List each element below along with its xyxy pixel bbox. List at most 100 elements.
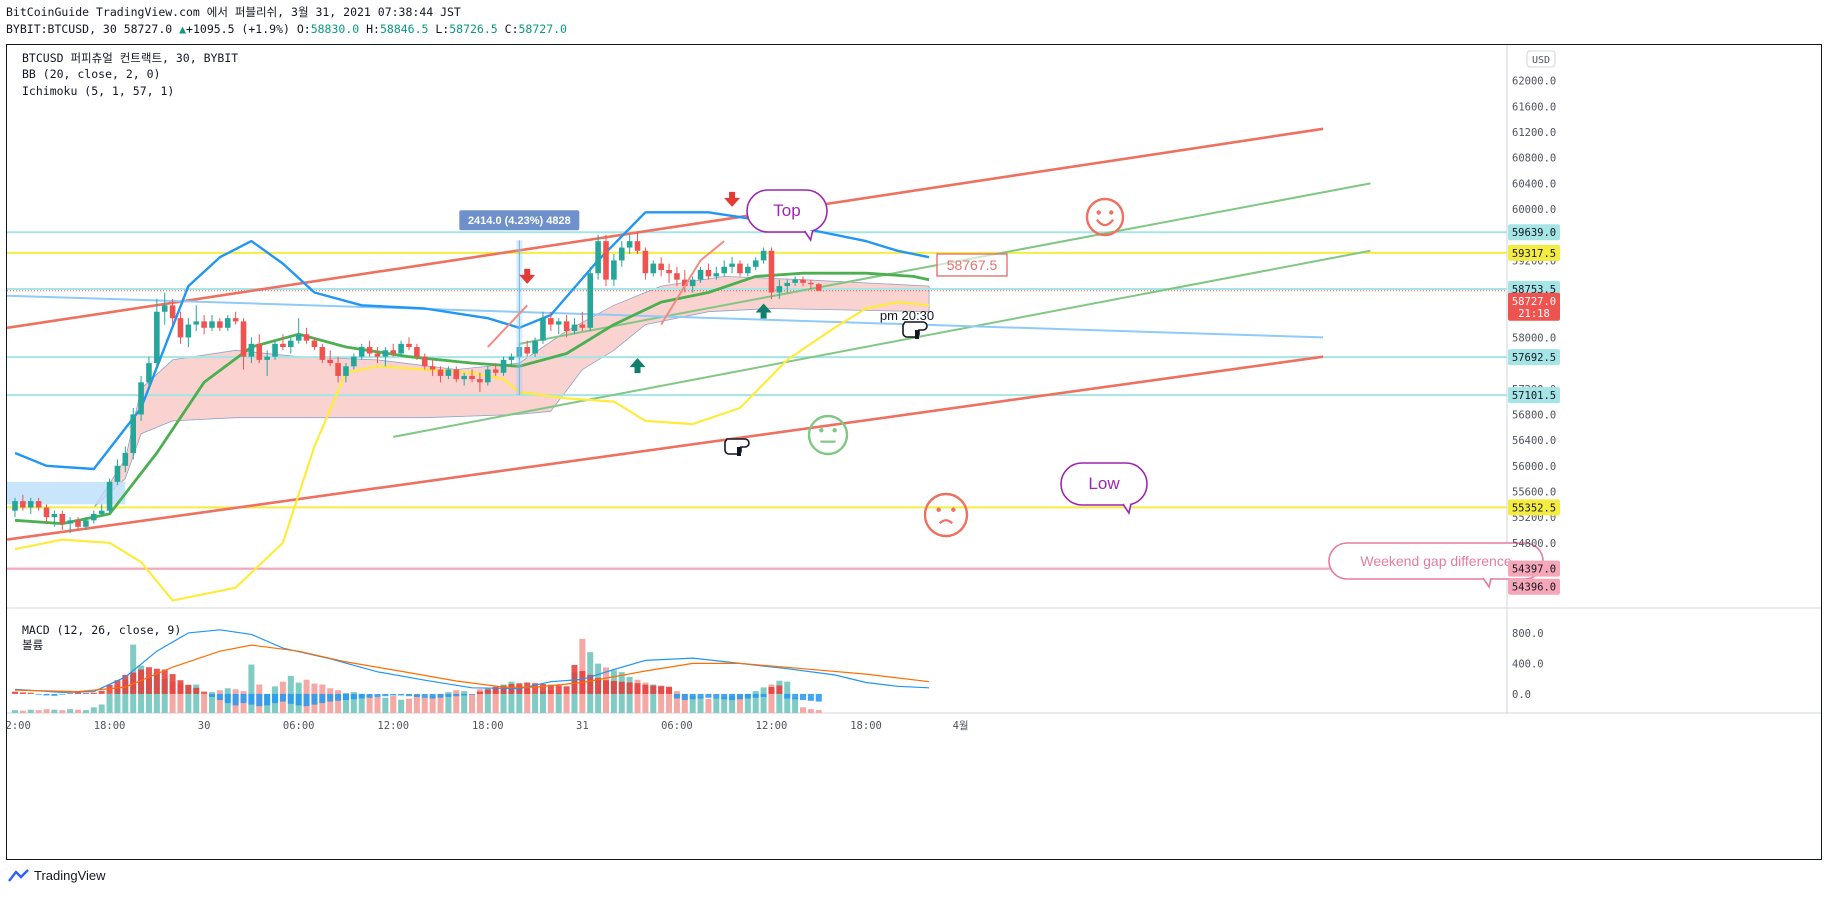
candle-body	[618, 247, 625, 261]
macd-histogram-bar	[19, 692, 26, 694]
macd-histogram-bar	[768, 687, 775, 694]
volume-bar	[516, 685, 523, 713]
macd-histogram-bar	[784, 693, 791, 699]
legend-title[interactable]: BTCUSD 퍼피츄얼 컨트랙트, 30, BYBIT	[22, 51, 239, 65]
chart-frame[interactable]: 2414.0 (4.23%) 4828 Top Low Weekend gap dif…	[6, 44, 1822, 860]
candle-body	[729, 263, 735, 267]
ohlc-header: BYBIT:BTCUSD, 30 58727.0 ▲+1095.5 (+1.9%…	[6, 22, 567, 36]
volume-bar	[484, 688, 491, 713]
legend-macd[interactable]: MACD (12, 26, close, 9)	[22, 623, 182, 637]
trendline-lower-wedge	[393, 249, 1371, 438]
macd-histogram-bar	[547, 684, 554, 694]
candle-body	[469, 375, 475, 380]
candle-body	[295, 334, 302, 341]
macd-histogram-bar	[27, 692, 34, 694]
candle-body	[540, 318, 546, 341]
candle-body	[280, 343, 286, 348]
macd-histogram-bar	[303, 693, 310, 707]
macd-histogram-bar	[279, 693, 286, 702]
macd-histogram-bar	[264, 693, 271, 706]
volume-bar	[161, 678, 168, 713]
candle-body	[374, 353, 381, 357]
volume-bar	[681, 694, 688, 713]
volume-bar	[390, 695, 397, 713]
macd-histogram-bar	[67, 693, 74, 694]
macd-histogram-bar	[492, 687, 499, 694]
macd-histogram-bar	[12, 691, 18, 694]
macd-histogram-bar	[476, 691, 483, 694]
low-label: L:	[435, 22, 450, 36]
volume-bar	[350, 692, 357, 713]
volume-bar	[500, 684, 507, 713]
volume-bar	[382, 697, 389, 713]
volume-bar	[705, 698, 712, 713]
footer-brand[interactable]: TradingView	[8, 868, 106, 883]
volume-bar	[626, 676, 633, 713]
macd-histogram-bar	[453, 693, 460, 697]
candle-body	[358, 347, 365, 357]
volume-bar	[35, 710, 42, 713]
volume-bar	[358, 694, 365, 713]
price-tick-label: 60000.0	[1512, 204, 1556, 216]
macd-histogram-bar	[366, 693, 373, 698]
macd-histogram-bar	[350, 693, 357, 700]
candle-body	[800, 279, 806, 283]
candle-body	[185, 324, 192, 338]
macd-histogram-bar	[413, 693, 420, 697]
macd-histogram-bar	[429, 693, 436, 699]
candle-body	[737, 263, 743, 274]
level-tag-label: 57692.5	[1512, 352, 1556, 364]
lagging-span-line	[14, 301, 930, 602]
volume-bar	[106, 694, 113, 713]
volume-bar	[19, 710, 26, 713]
volume-bar	[193, 684, 200, 713]
candle-body	[532, 340, 538, 354]
candle-body	[760, 250, 767, 261]
price-chart[interactable]: 2414.0 (4.23%) 4828 Top Low Weekend gap dif…	[7, 45, 1821, 859]
candle-body	[406, 343, 412, 348]
time-tick-label: 06:00	[661, 720, 693, 732]
candle-body	[169, 305, 176, 319]
macd-histogram-bar	[122, 674, 129, 694]
macd-histogram-bar	[201, 691, 208, 694]
price-tick-label: 61600.0	[1512, 101, 1556, 113]
candle-body	[390, 350, 397, 354]
volume-bar	[82, 710, 89, 713]
macd-histogram-bar	[618, 681, 625, 694]
currency-badge	[1526, 50, 1556, 68]
volume-bar	[421, 696, 428, 713]
top-bubble-tail	[803, 230, 814, 243]
volume-bar	[185, 685, 192, 713]
macd-histogram-bar	[311, 693, 318, 705]
dizzy-face-icon-eye	[951, 507, 956, 512]
legend-bb[interactable]: BB (20, close, 2, 0)	[22, 67, 161, 81]
macd-histogram-bar	[51, 693, 58, 696]
candle-body	[130, 414, 136, 453]
candle-body	[201, 321, 207, 328]
candle-body	[224, 318, 231, 328]
volume-bar	[666, 686, 673, 713]
price-tick-label: 56400.0	[1512, 435, 1556, 447]
volume-bar	[12, 710, 18, 713]
candle-body	[682, 279, 688, 287]
legend-ichimoku[interactable]: Ichimoku (5, 1, 57, 1)	[22, 84, 175, 98]
candle-body	[792, 279, 798, 283]
macd-histogram-bar	[75, 692, 82, 694]
volume-bar	[122, 679, 129, 713]
candle-body	[658, 263, 664, 271]
down-arrow-icon	[519, 268, 536, 284]
macd-histogram-bar	[524, 682, 531, 694]
candle-body	[59, 513, 66, 524]
macd-histogram-bar	[153, 668, 160, 694]
legend-volume[interactable]: 볼륨	[22, 638, 44, 652]
macd-histogram-bar	[106, 684, 113, 694]
time-tick-label: 12:00	[7, 720, 31, 732]
candle-body	[571, 324, 578, 331]
candle-body	[642, 250, 649, 274]
volume-bar	[445, 692, 452, 713]
candle-body	[705, 270, 712, 277]
macd-histogram-bar	[713, 693, 720, 699]
macd-histogram-bar	[35, 693, 42, 695]
volume-bar	[406, 698, 412, 713]
candle-body	[35, 501, 42, 508]
